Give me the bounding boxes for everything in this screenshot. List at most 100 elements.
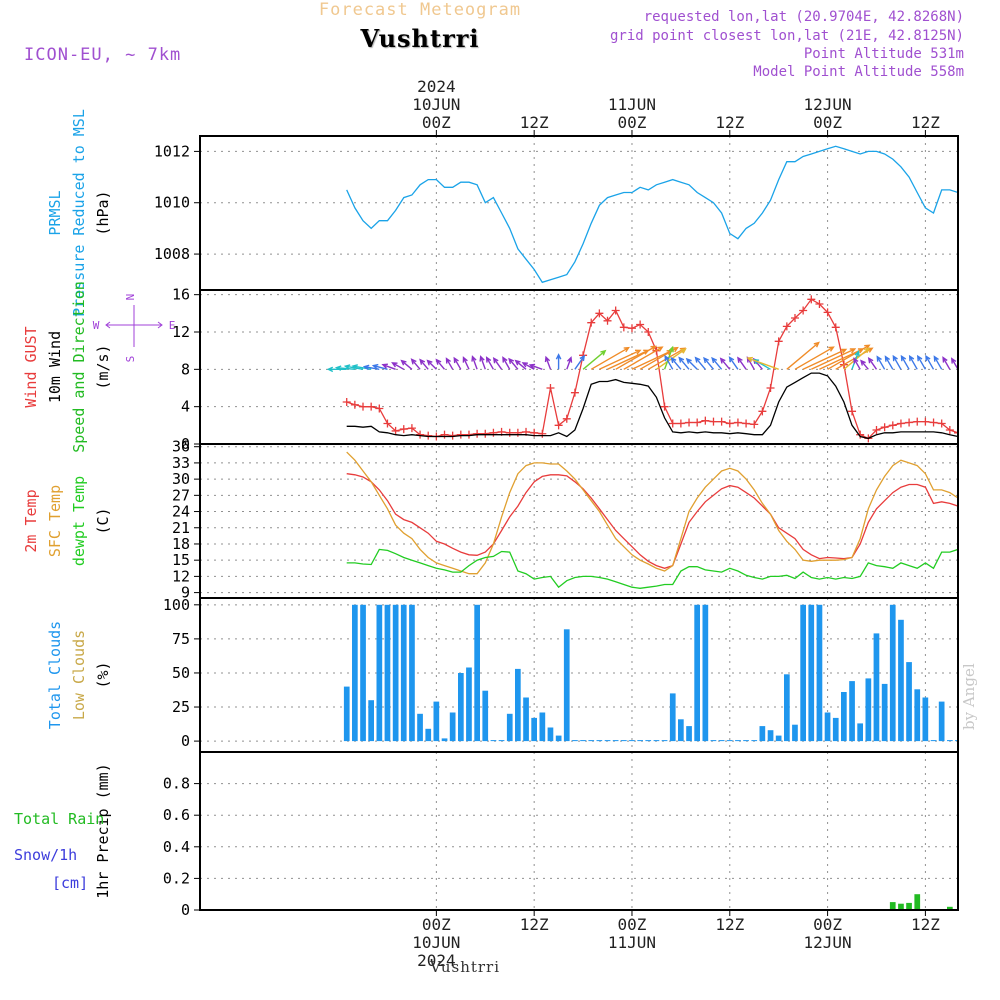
total-cloud-bar	[563, 629, 570, 742]
panel-precip: 0 0.2 0.4 0.6 0.8 1hr Precip (mm)Total Rain Sn…	[14, 751, 959, 919]
wind-arrow	[435, 358, 446, 370]
wind-arrow	[599, 349, 642, 370]
series-line-temperature-2	[346, 548, 958, 589]
wind-arrow	[737, 356, 747, 370]
wind-arrow	[719, 357, 731, 370]
top-time-label: 00Z	[422, 113, 451, 132]
wind-arrow	[566, 356, 573, 370]
total-cloud-bar	[368, 700, 374, 742]
y-tick-label: 30	[172, 470, 190, 488]
y-tick-label: 16	[172, 286, 190, 304]
gust-point	[896, 419, 905, 428]
wind-arrow	[978, 363, 1000, 369]
total-cloud-bar	[433, 701, 440, 742]
snow-label: Snow/1h	[14, 846, 77, 864]
total-cloud-bar	[718, 740, 725, 742]
total-cloud-bar	[914, 689, 921, 742]
gust-point	[367, 402, 376, 411]
total-cloud-bar	[515, 668, 521, 742]
panel-frame	[199, 751, 959, 911]
total-cloud-bar	[865, 678, 872, 742]
y-axis-label: PRMSL	[46, 190, 64, 235]
panel-wind: 0 4 8 12 16 Wind GUST 10m Wind Speed and Direct…	[22, 281, 1000, 453]
bottom-location-label: Vushtrri	[429, 958, 501, 976]
plot-area-clouds	[343, 604, 958, 742]
wind-arrow	[326, 366, 347, 373]
wind-arrow	[521, 362, 535, 370]
top-time-label: 2024	[417, 77, 456, 96]
total-cloud-bar	[490, 740, 497, 742]
y-tick-label: 0.2	[163, 869, 190, 887]
total-cloud-bar	[604, 740, 611, 742]
compass-s: S	[124, 356, 137, 363]
panel-pressure: 1008 1010 1012 PRMSL Pressure Reduced to MSL…	[46, 109, 959, 317]
wind-arrow	[916, 354, 927, 370]
total-cloud-bar	[702, 604, 709, 742]
gust-point	[701, 416, 710, 425]
top-time-label: 00Z	[813, 113, 842, 132]
gust-point	[603, 316, 612, 325]
gust-point	[733, 418, 742, 427]
bottom-time-label: 12Z	[715, 915, 744, 934]
total-cloud-bar	[678, 719, 684, 742]
wind-arrow	[623, 346, 664, 370]
plot-area-precip	[881, 894, 953, 910]
total-cloud-bar	[409, 604, 415, 742]
total-cloud-bar	[417, 713, 423, 742]
bottom-time-label: 00Z	[618, 915, 647, 934]
total-cloud-bar	[832, 717, 839, 742]
bottom-time-label: 2024	[417, 951, 456, 970]
y-tick-label: 4	[181, 398, 190, 416]
total-cloud-bar	[392, 604, 399, 742]
wind-arrow	[942, 356, 951, 370]
gust-point	[693, 418, 702, 427]
total-cloud-bar	[922, 697, 929, 742]
point-altitude: Point Altitude 531m	[803, 46, 964, 62]
total-cloud-bar	[596, 740, 603, 742]
gust-point	[782, 322, 791, 331]
total-cloud-bar	[767, 730, 774, 742]
top-time-label: 00Z	[618, 113, 647, 132]
wind-arrow	[555, 353, 562, 370]
y-tick-label: 21	[172, 519, 190, 537]
total-cloud-bar	[360, 604, 366, 742]
y-tick-label: 1008	[154, 245, 190, 263]
y-tick-label: 0.6	[163, 806, 190, 824]
bottom-time-label: 11JUN	[608, 933, 656, 952]
gust-point	[774, 337, 783, 346]
wind-arrow	[655, 348, 687, 370]
y-tick-label: 75	[172, 630, 190, 648]
wind-arrow	[479, 355, 486, 370]
y-tick-label: 1012	[154, 142, 190, 160]
top-time-label: 12Z	[715, 113, 744, 132]
gust-point	[807, 295, 816, 304]
gust-point	[554, 421, 563, 430]
bottom-time-label: 12Z	[520, 915, 549, 934]
wind-arrow	[985, 352, 1000, 369]
wind-arrow	[445, 357, 454, 370]
wind-arrow	[508, 357, 519, 370]
wind-arrow	[746, 356, 779, 370]
y-tick-label: 27	[172, 486, 190, 504]
total-cloud-bar	[621, 740, 627, 742]
wind-arrow	[908, 354, 918, 370]
top-time-label: 12JUN	[804, 95, 852, 114]
gust-point	[676, 419, 685, 428]
gust-point	[766, 384, 775, 392]
gust-point	[709, 417, 718, 426]
total-cloud-bar	[629, 740, 635, 742]
total-cloud-bar	[857, 723, 863, 742]
total-cloud-bar	[694, 604, 700, 742]
model-label: ICON-EU, ~ 7km	[24, 45, 182, 65]
total-cloud-bar	[784, 674, 790, 742]
gust-point	[929, 418, 938, 427]
wind-arrow	[900, 354, 910, 370]
gust-point	[562, 414, 571, 423]
total-cloud-bar	[726, 740, 733, 742]
gust-point	[399, 425, 408, 434]
y-axis-label: Pressure Reduced to MSL	[70, 109, 88, 317]
y-axis-label: Low Clouds	[70, 630, 88, 720]
y-tick-label: 50	[172, 664, 190, 682]
